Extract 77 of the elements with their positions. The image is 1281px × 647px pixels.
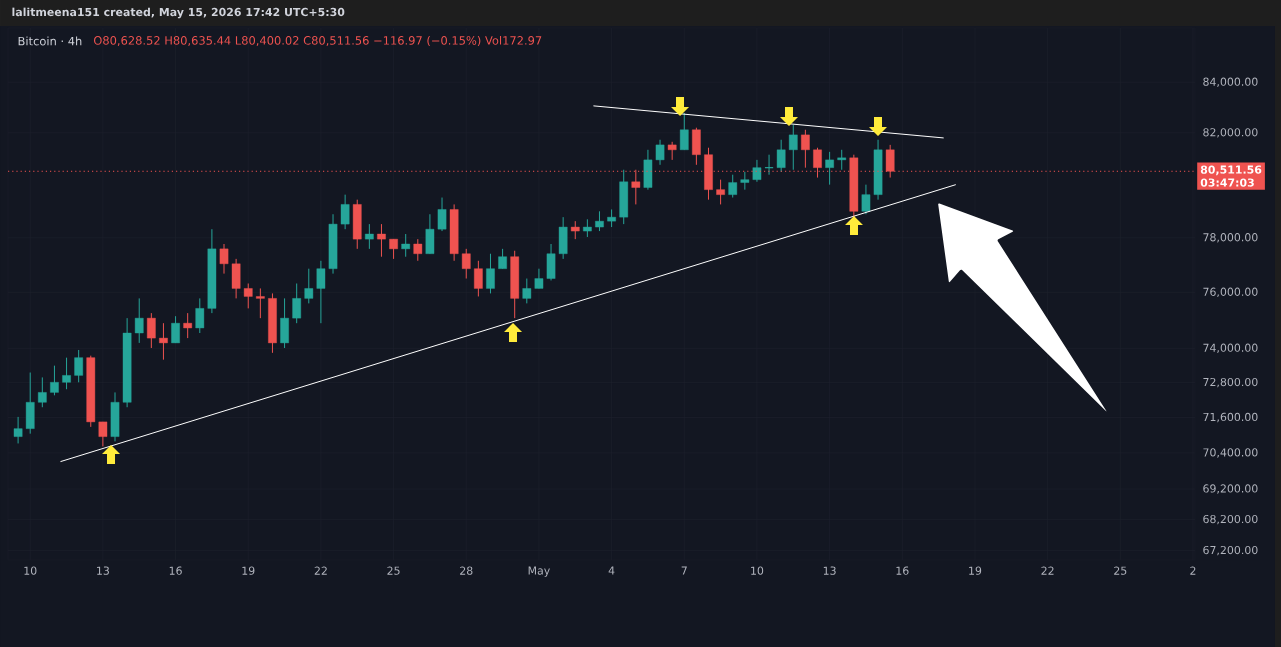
candlestick — [38, 376, 47, 408]
candlestick — [861, 184, 871, 215]
candlestick — [74, 349, 83, 383]
x-tick-label: 2 — [1190, 566, 1196, 575]
text: Bitcoin · 4h — [18, 36, 82, 46]
x-tick-label: 10 — [751, 566, 764, 575]
y-tick-label: 72,800.00 — [1203, 377, 1258, 388]
candlestick — [316, 260, 326, 324]
y-tick-label: 74,000.00 — [1203, 343, 1258, 353]
x-tick-label: 16 — [169, 566, 182, 575]
candlestick — [183, 312, 192, 339]
candlestick — [788, 124, 798, 171]
candlestick — [474, 260, 483, 297]
x-tick-label: 25 — [387, 566, 400, 575]
candlestick — [776, 139, 786, 173]
candlestick — [437, 197, 447, 232]
candlestick — [62, 357, 71, 390]
candlestick — [159, 322, 168, 361]
candlestick — [667, 141, 677, 161]
text: 03:47:03 — [1200, 178, 1254, 187]
candlestick — [134, 297, 144, 344]
y-tick-label: 78,000.00 — [1203, 233, 1258, 243]
ref-line-label: 80,511.56 — [1200, 165, 1262, 176]
candlestick — [837, 149, 847, 171]
candlestick — [195, 297, 205, 334]
x-tick-label: 28 — [460, 566, 473, 575]
x-tick-label: 25 — [1114, 566, 1127, 575]
text: O80,628.52 H80,635.44 L80,400.02 C80,511.56 −116.97 (−0.15%) Vol172.97 — [93, 35, 542, 47]
candlestick — [655, 139, 665, 166]
x-tick-label: 16 — [896, 566, 909, 575]
candlestick — [728, 174, 738, 199]
x-tick-label: 22 — [314, 566, 327, 575]
candlestick — [340, 194, 350, 230]
y-tick-label: 84,000.00 — [1203, 77, 1258, 87]
candlestick — [377, 223, 386, 258]
candlestick — [389, 238, 398, 260]
candlestick — [365, 223, 374, 250]
x-tick-label: 13 — [97, 566, 109, 575]
x-tick-label: 19 — [969, 566, 982, 575]
x-tick-label: 19 — [242, 566, 255, 575]
x-tick-label: 10 — [24, 566, 37, 575]
candlestick — [679, 112, 689, 151]
x-tick-label: 13 — [823, 566, 836, 575]
candlestick — [413, 238, 423, 262]
y-tick-label: 67,200.00 — [1203, 545, 1258, 556]
candlestick — [752, 159, 762, 183]
y-tick-label: 69,200.00 — [1203, 484, 1258, 494]
x-tick-label: May — [528, 566, 550, 577]
candlestick — [498, 248, 507, 270]
candlestick — [171, 315, 180, 344]
candlestick — [98, 421, 108, 447]
x-tick-label: 22 — [1041, 566, 1054, 575]
y-tick-label: 71,600.00 — [1203, 412, 1258, 423]
candlestick — [461, 248, 471, 280]
candlestick — [522, 278, 532, 304]
candlestick — [716, 179, 725, 205]
candlestick — [50, 365, 59, 396]
candlestick — [147, 312, 156, 349]
candlestick — [401, 233, 411, 258]
candlestick — [219, 243, 229, 275]
y-tick-label: 76,000.00 — [1203, 287, 1258, 297]
text: lalitmeena151 created, May 15, 2026 17:42 UTC+5:30 — [12, 7, 345, 19]
y-tick-label: 70,400.00 — [1203, 448, 1258, 458]
y-tick-label: 68,200.00 — [1203, 514, 1258, 525]
x-tick-label: 7 — [681, 566, 687, 575]
y-tick-label: 82,000.00 — [1203, 128, 1258, 138]
candlestick — [486, 253, 495, 294]
x-tick-label: 4 — [608, 566, 615, 575]
candlestick — [292, 282, 301, 324]
candlestick — [534, 268, 544, 289]
candlestick — [304, 268, 314, 304]
candlestick — [825, 151, 834, 186]
candlestick — [801, 129, 810, 169]
candlestick — [243, 282, 253, 309]
candlestick — [256, 287, 265, 319]
candlestick — [13, 416, 23, 444]
candlestick — [595, 210, 604, 232]
